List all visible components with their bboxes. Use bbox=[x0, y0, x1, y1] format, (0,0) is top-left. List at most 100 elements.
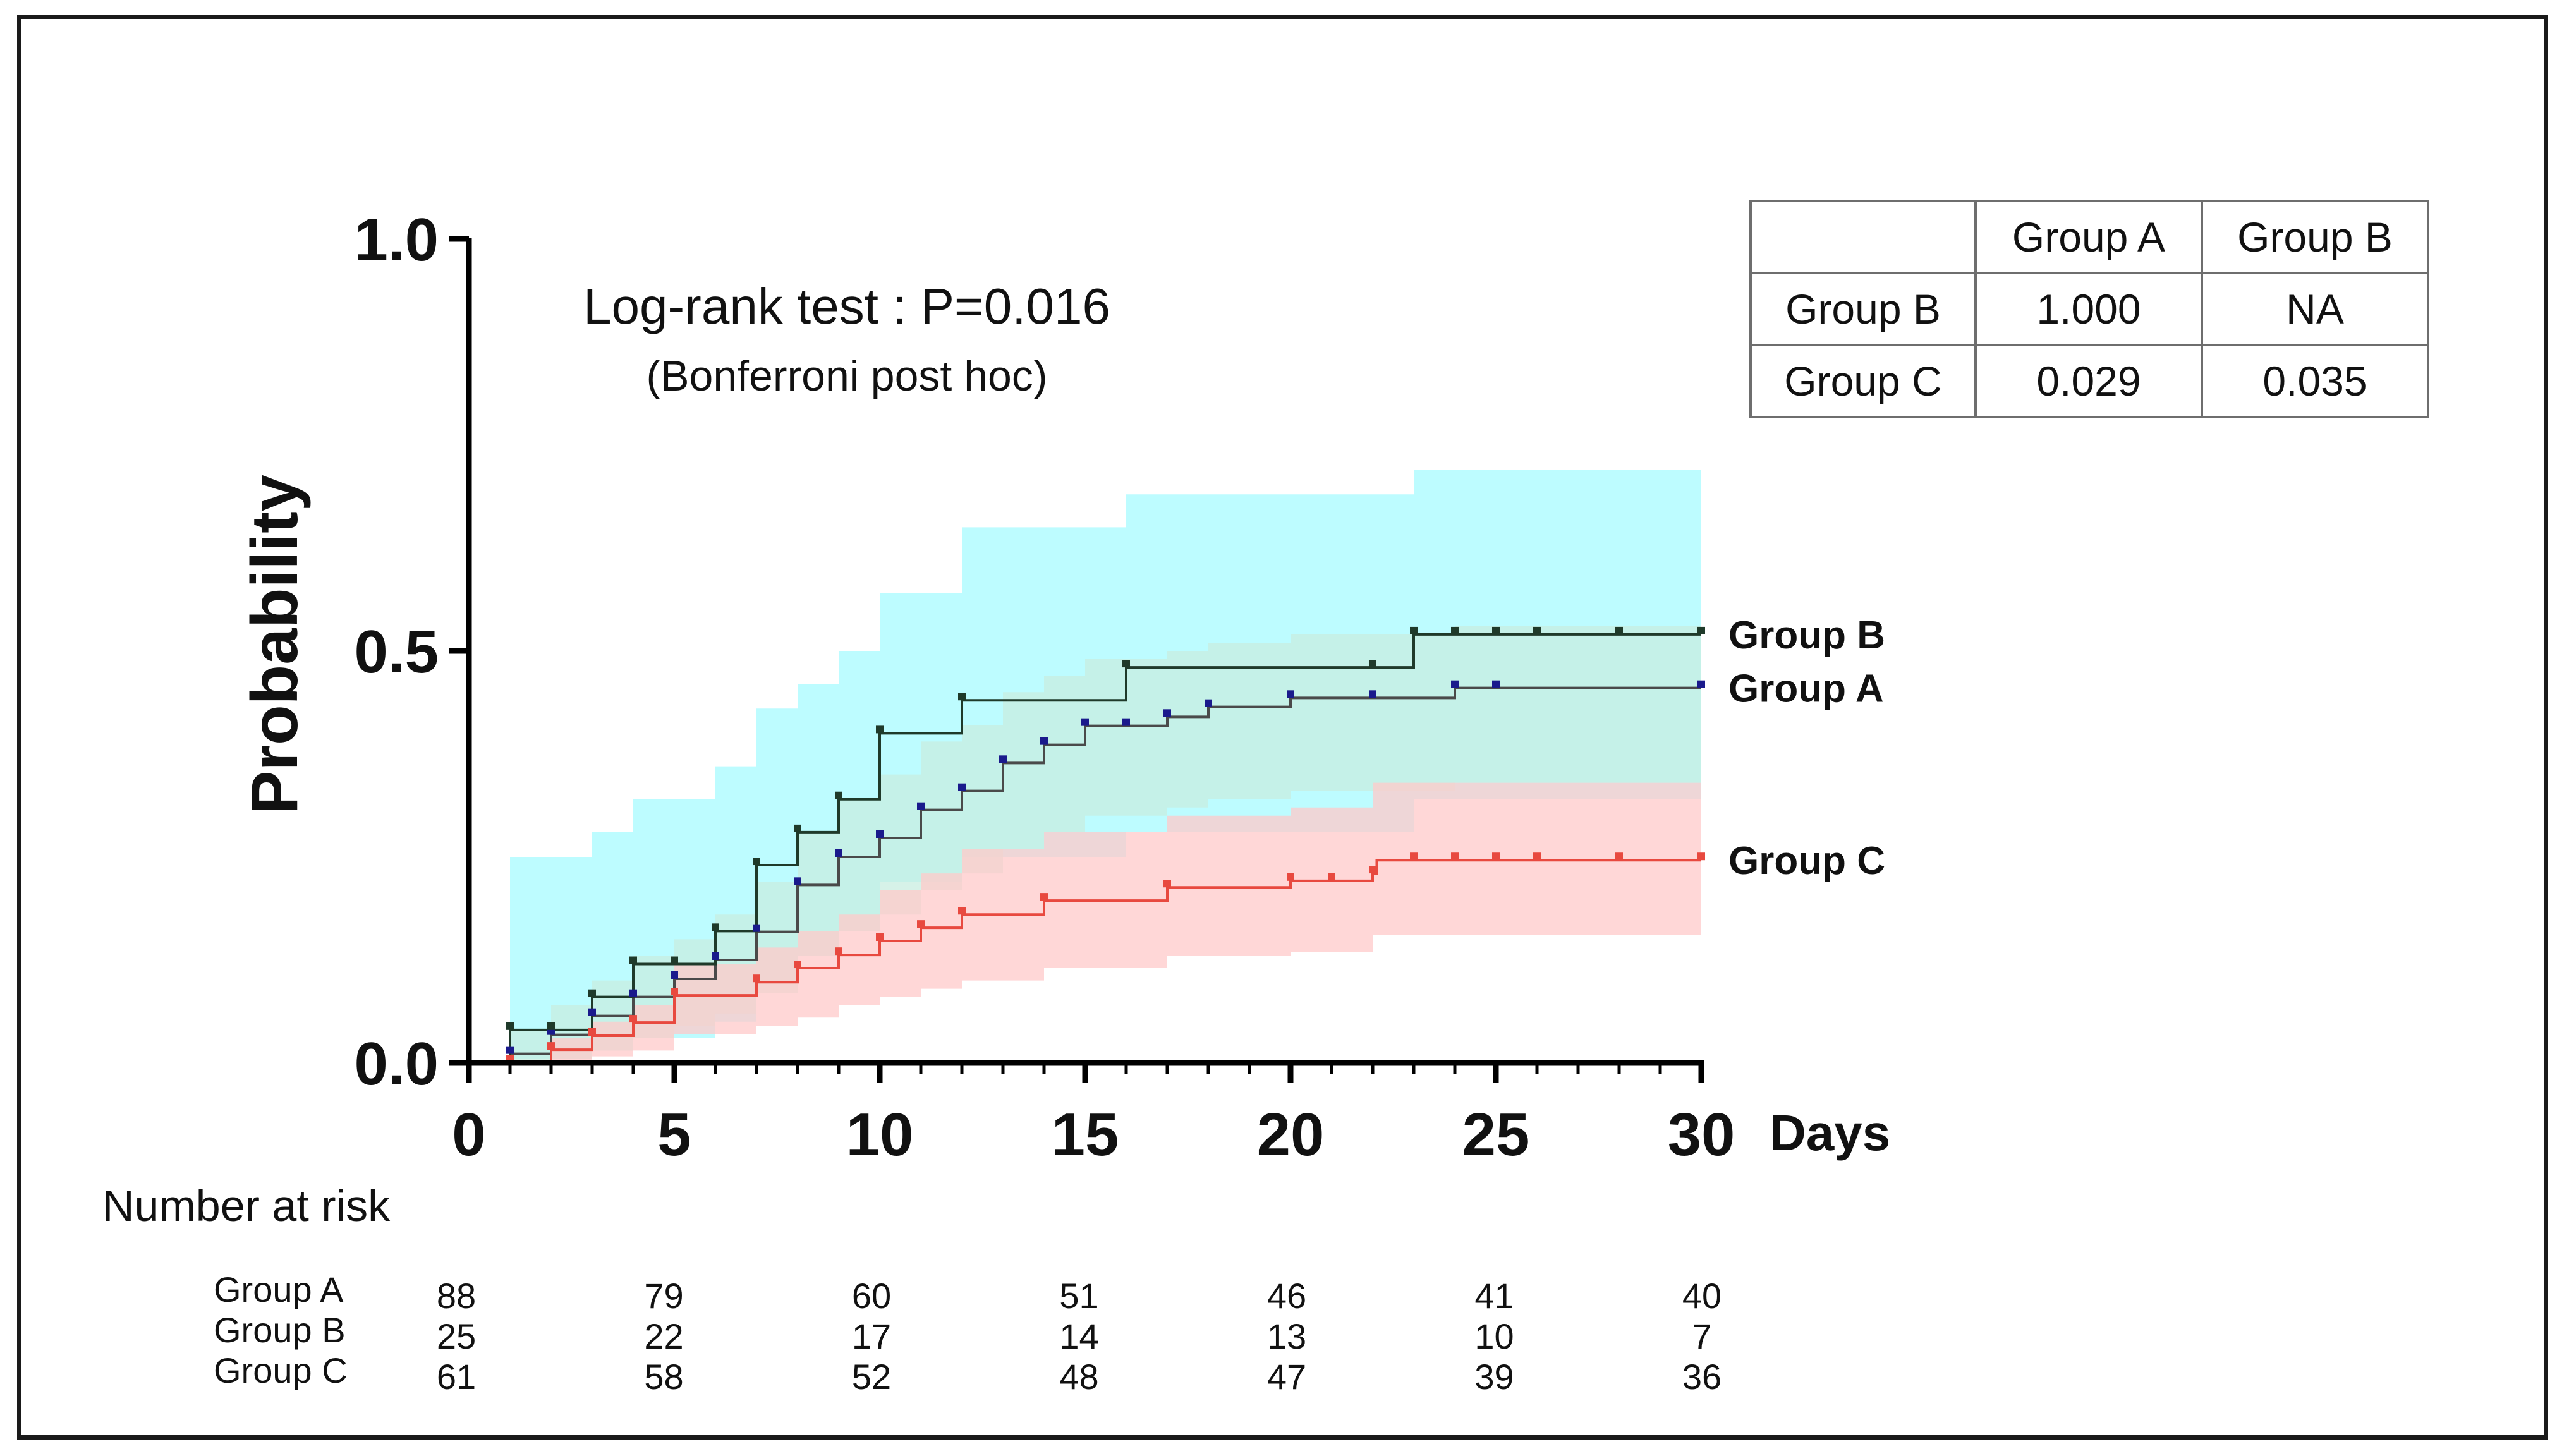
group-c-censor-mark bbox=[1492, 852, 1500, 861]
risk-value: 48 bbox=[1059, 1357, 1098, 1397]
group-c-censor-mark bbox=[1328, 873, 1335, 881]
risk-row-label: Group A bbox=[214, 1270, 344, 1309]
group-a-end-label: Group A bbox=[1728, 667, 1884, 711]
group-a-censor-mark bbox=[794, 877, 801, 885]
group-c-censor-mark bbox=[1533, 852, 1541, 861]
group-c-censor-mark bbox=[588, 1028, 596, 1036]
group-c-censor-mark bbox=[1287, 873, 1294, 881]
group-a-censor-mark bbox=[999, 755, 1007, 763]
risk-value: 13 bbox=[1267, 1316, 1306, 1356]
group-c-censor-mark bbox=[876, 933, 884, 942]
group-b-censor-mark bbox=[712, 923, 719, 931]
table-header-cell bbox=[1749, 200, 1977, 274]
x-axis-label: Days bbox=[1770, 1105, 1890, 1161]
y-tick-label: 0.5 bbox=[355, 618, 439, 686]
group-b-censor-mark bbox=[1697, 626, 1705, 634]
censor-marks bbox=[506, 626, 1705, 1063]
x-tick-label: 10 bbox=[846, 1101, 914, 1168]
group-a-censor-mark bbox=[712, 952, 719, 960]
table-header-row: Group A Group B bbox=[1749, 200, 2429, 274]
group-b-censor-mark bbox=[671, 956, 678, 964]
group-a-censor-mark bbox=[629, 989, 637, 997]
group-b-censor-mark bbox=[1122, 660, 1130, 668]
risk-value: 17 bbox=[852, 1316, 891, 1356]
table-row-label: Group C bbox=[1749, 344, 1977, 418]
chart-labels: Log-rank test : P=0.016 (Bonferroni post… bbox=[238, 278, 1890, 1161]
x-tick-label: 5 bbox=[657, 1101, 691, 1168]
group-c-censor-mark bbox=[1615, 852, 1623, 861]
group-a-censor-mark bbox=[1040, 737, 1048, 745]
group-a-censor-mark bbox=[1492, 680, 1500, 688]
table-cell: NA bbox=[2201, 272, 2429, 346]
risk-value: 60 bbox=[852, 1276, 891, 1316]
group-c-censor-mark bbox=[1697, 852, 1705, 861]
group-b-censor-mark bbox=[958, 693, 966, 701]
table-row: Group C 0.029 0.035 bbox=[1749, 344, 2429, 418]
risk-value: 40 bbox=[1682, 1276, 1722, 1316]
x-tick-label: 15 bbox=[1052, 1101, 1119, 1168]
group-b-censor-mark bbox=[835, 791, 842, 799]
risk-value: 7 bbox=[1692, 1316, 1711, 1356]
risk-value: 36 bbox=[1682, 1357, 1722, 1397]
risk-value: 52 bbox=[852, 1357, 891, 1397]
group-a-censor-mark bbox=[917, 802, 925, 810]
group-a-censor-mark bbox=[1081, 718, 1089, 726]
y-tick-label: 0.0 bbox=[355, 1030, 439, 1098]
risk-value: 22 bbox=[644, 1316, 683, 1356]
group-a-censor-mark bbox=[588, 1008, 596, 1016]
group-b-censor-mark bbox=[1615, 626, 1623, 634]
group-a-censor-mark bbox=[1369, 690, 1376, 698]
group-a-curve bbox=[469, 686, 1701, 1064]
group-b-censor-mark bbox=[1410, 626, 1418, 634]
group-a-censor-mark bbox=[835, 849, 842, 857]
risk-value: 58 bbox=[644, 1357, 683, 1397]
group-b-censor-mark bbox=[1533, 626, 1541, 634]
group-b-censor-mark bbox=[753, 858, 760, 866]
y-axis-label: Probability bbox=[238, 475, 312, 815]
table-row-label: Group B bbox=[1749, 272, 1977, 346]
group-b-censor-mark bbox=[794, 824, 801, 832]
group-b-censor-mark bbox=[588, 989, 596, 997]
group-a-censor-mark bbox=[1122, 718, 1130, 726]
group-b-censor-mark bbox=[1492, 626, 1500, 634]
risk-value: 88 bbox=[437, 1276, 476, 1316]
risk-value: 47 bbox=[1267, 1357, 1306, 1397]
x-tick-label: 25 bbox=[1462, 1101, 1530, 1168]
risk-value: 14 bbox=[1059, 1316, 1098, 1356]
x-tick-label: 0 bbox=[452, 1101, 485, 1168]
chart-title: Log-rank test : P=0.016 bbox=[583, 278, 1110, 334]
group-b-end-label: Group B bbox=[1728, 614, 1885, 657]
group-b-censor-mark bbox=[629, 956, 637, 964]
group-c-censor-mark bbox=[917, 920, 925, 928]
group-c-censor-mark bbox=[629, 1015, 637, 1023]
group-c-end-label: Group C bbox=[1728, 839, 1885, 883]
risk-value: 51 bbox=[1059, 1276, 1098, 1316]
group-a-censor-mark bbox=[506, 1046, 514, 1054]
table-header-cell: Group B bbox=[2201, 200, 2429, 274]
group-c-censor-mark bbox=[1369, 866, 1376, 874]
risk-row-label: Group C bbox=[214, 1350, 348, 1390]
group-a-censor-mark bbox=[1205, 699, 1212, 707]
risk-value: 10 bbox=[1474, 1316, 1514, 1356]
group-a-censor-mark bbox=[958, 783, 966, 791]
group-c-censor-mark bbox=[1163, 880, 1171, 888]
group-c-curve bbox=[469, 859, 1701, 1064]
risk-value: 46 bbox=[1267, 1276, 1306, 1316]
risk-value: 79 bbox=[644, 1276, 683, 1316]
group-c-censor-mark bbox=[671, 988, 678, 996]
group-a-censor-mark bbox=[876, 830, 884, 839]
pairwise-pvalue-table: Group A Group B Group B 1.000 NA Group C… bbox=[1749, 200, 2429, 418]
group-c-censor-mark bbox=[1410, 852, 1418, 861]
risk-row-label: Group B bbox=[214, 1310, 346, 1350]
table-cell: 1.000 bbox=[1974, 272, 2203, 346]
group-a-censor-mark bbox=[1451, 680, 1459, 688]
y-tick-label: 1.0 bbox=[355, 206, 439, 274]
group-a-censor-mark bbox=[753, 924, 760, 932]
table-cell: 0.035 bbox=[2201, 344, 2429, 418]
group-a-censor-mark bbox=[1697, 680, 1705, 688]
table-cell: 0.029 bbox=[1974, 344, 2203, 418]
x-tick-label: 30 bbox=[1668, 1101, 1735, 1168]
group-c-censor-mark bbox=[958, 907, 966, 915]
risk-value: 25 bbox=[437, 1316, 476, 1356]
